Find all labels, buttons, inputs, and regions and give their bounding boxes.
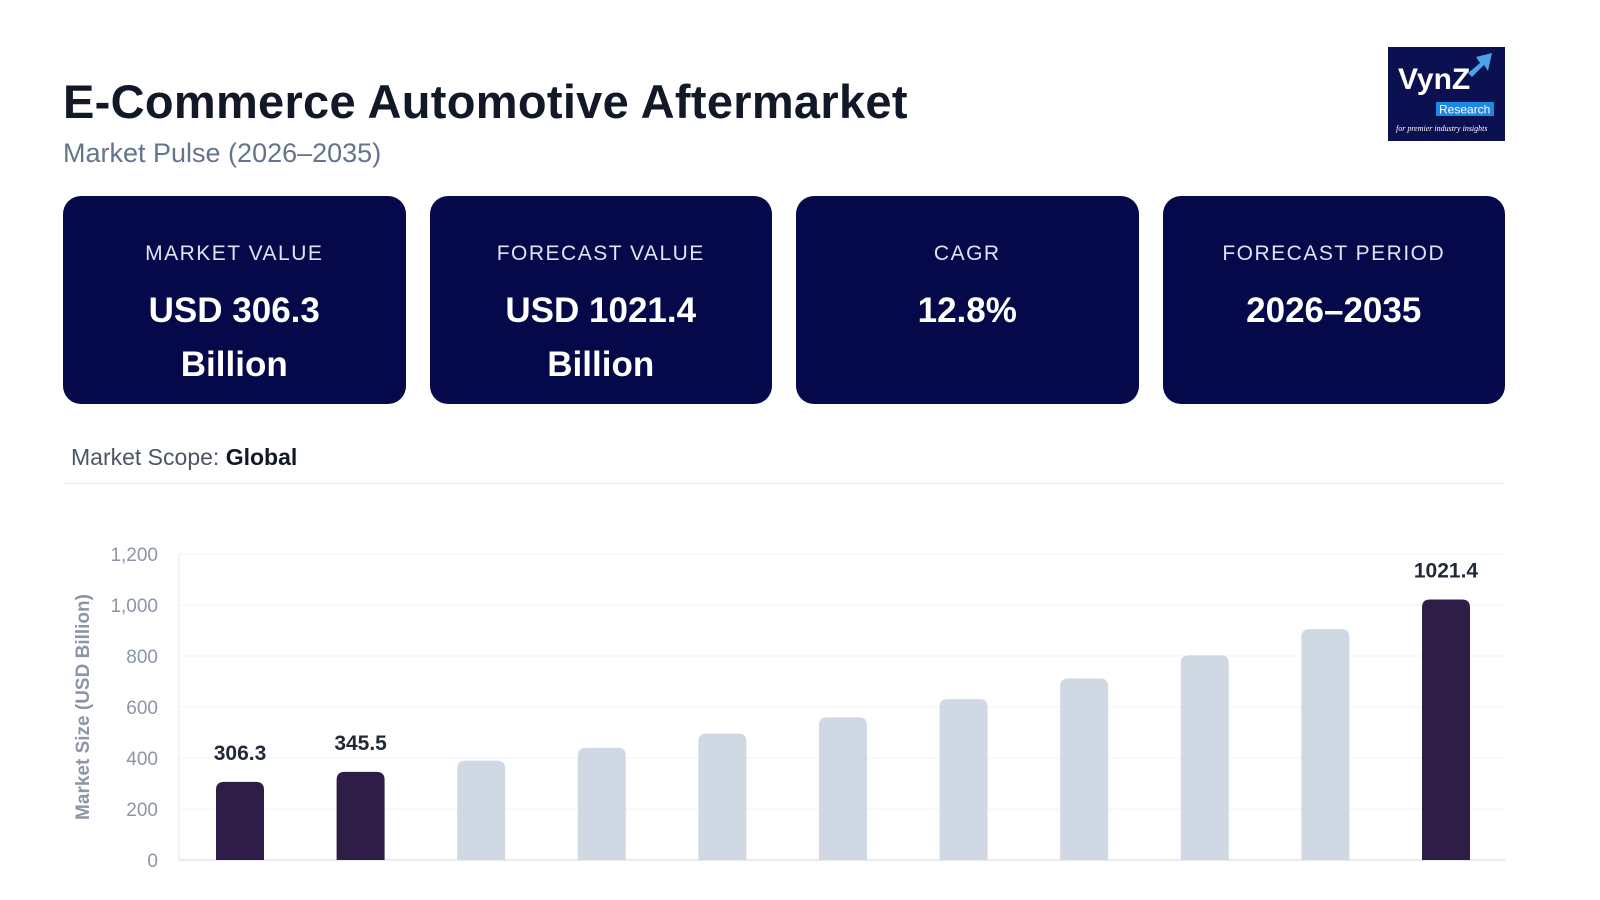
y-tick-label: 800 (126, 647, 158, 668)
y-tick-label: 600 (126, 698, 158, 719)
kpi-cards: MARKET VALUE USD 306.3 Billion FORECAST … (63, 196, 1505, 404)
bar (1301, 629, 1350, 860)
bar (457, 760, 506, 860)
card-forecast-value: FORECAST VALUE USD 1021.4 Billion (429, 196, 772, 404)
card-label: CAGR (933, 242, 1001, 265)
y-tick-label: 1,200 (110, 545, 158, 566)
bar (698, 733, 747, 860)
data-label: 345.5 (334, 732, 387, 755)
scope-label: Market Scope: (71, 444, 220, 470)
y-tick-label: 400 (126, 749, 158, 770)
card-value: 2026–2035 (1246, 291, 1422, 330)
vynz-logo: VynZ Research for premier industry insig… (1388, 47, 1505, 141)
divider (63, 483, 1505, 484)
bar (1060, 678, 1109, 860)
data-label: 1021.4 (1414, 560, 1479, 583)
card-forecast-period: FORECAST PERIOD 2026–2035 (1162, 196, 1505, 404)
logo-badge: Research (1439, 103, 1490, 117)
y-tick-label: 200 (126, 800, 158, 821)
y-tick-label: 1,000 (110, 596, 158, 617)
bar (216, 781, 264, 860)
card-label: MARKET VALUE (145, 242, 324, 265)
card-value: USD 1021.4 Billion (505, 291, 697, 384)
page-title: E-Commerce Automotive Aftermarket (63, 75, 908, 128)
card-value: USD 306.3 Billion (148, 291, 320, 384)
card-label: FORECAST VALUE (496, 242, 705, 265)
logo-tagline: for premier industry insights (1396, 124, 1487, 133)
card-cagr: CAGR 12.8% (796, 196, 1139, 404)
bar (577, 747, 626, 860)
bar (336, 771, 385, 860)
card-market-value: MARKET VALUE USD 306.3 Billion (63, 196, 406, 404)
card-value: 12.8% (917, 291, 1017, 330)
y-tick-label: 0 (147, 851, 158, 872)
bar (939, 699, 988, 860)
bar-chart: 0 200 400 600 800 1,000 1,200 Market Size (USD … (73, 545, 1505, 872)
logo-text: VynZ (1398, 63, 1470, 96)
bar (1180, 655, 1229, 860)
bar (819, 717, 867, 860)
market-scope: Market Scope: Global (71, 444, 297, 471)
scope-value: Global (225, 444, 298, 470)
bar (1422, 599, 1470, 860)
y-axis-label: Market Size (USD Billion) (73, 594, 94, 820)
data-label: 306.3 (214, 742, 267, 765)
card-label: FORECAST PERIOD (1222, 242, 1446, 265)
page-subtitle: Market Pulse (2026–2035) (63, 138, 382, 168)
